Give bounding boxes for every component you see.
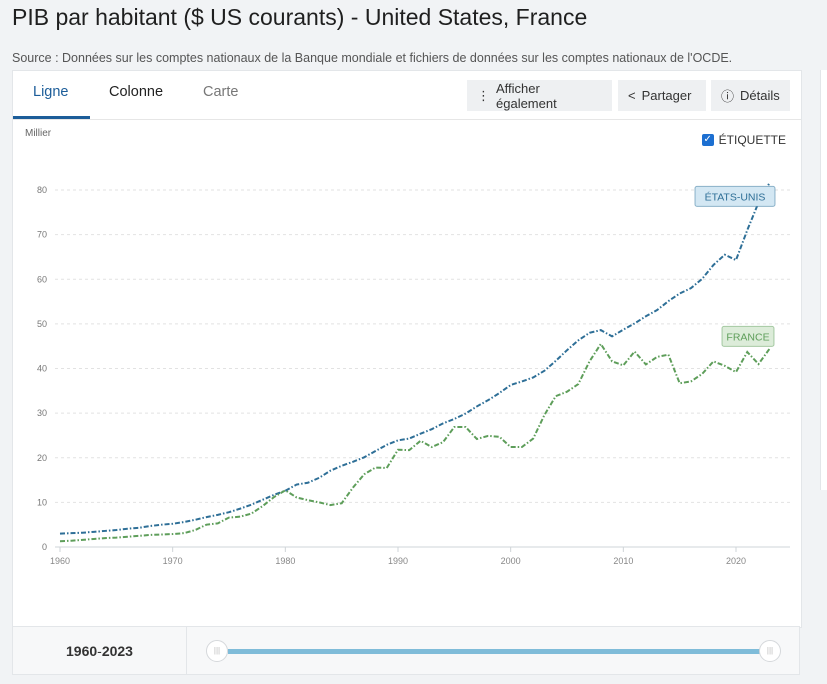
series-label-box: [694, 185, 776, 207]
line-chart: 0 10 20 30 40 50 60 70 80 1960 1970 1980 1990 2000 201…: [37, 181, 790, 566]
x-tick-label: 1960: [50, 556, 70, 566]
y-tick-label: 20: [37, 453, 47, 463]
show-also-label: Afficher également: [496, 80, 557, 111]
x-tick-label: 2000: [501, 556, 521, 566]
series-label: FRANCE: [726, 331, 769, 343]
range-sep: -: [97, 642, 102, 659]
y-axis-unit: Millier: [25, 128, 52, 139]
share-button[interactable]: < Partager: [618, 80, 706, 111]
y-tick-label: 30: [37, 408, 47, 418]
y-tick-label: 40: [37, 364, 47, 374]
range-slider-track[interactable]: [228, 649, 773, 654]
x-tick-label: 1990: [388, 556, 408, 566]
range-start: 1960: [66, 642, 98, 659]
y-tick-label: 0: [42, 542, 47, 552]
tab-carte[interactable]: Carte: [203, 84, 239, 100]
share-label: Partager: [641, 88, 692, 103]
range-slider-start-handle[interactable]: |||: [206, 640, 228, 662]
range-slider-end-handle[interactable]: |||: [759, 640, 781, 662]
info-icon: ⓘ: [721, 89, 735, 104]
year-range: 1960 - 2023: [13, 627, 187, 674]
x-tick-label: 1970: [163, 556, 183, 566]
more-vertical-icon: ⋮: [477, 87, 490, 103]
details-label: Détails: [740, 88, 780, 103]
chart-card: Ligne Colonne Carte ⋮ Afficher également …: [12, 70, 802, 628]
series-label: ÉTATS-UNIS: [705, 190, 766, 203]
share-icon: <: [628, 88, 636, 103]
label-toggle-text: ÉTIQUETTE: [718, 133, 786, 147]
series-label-box: [721, 325, 775, 347]
active-tab-indicator: [13, 116, 90, 119]
range-end: 2023: [101, 642, 133, 659]
checkbox-checked-icon[interactable]: ✓: [701, 134, 714, 146]
source-note: Source : Données sur les comptes nationa…: [12, 51, 733, 65]
show-also-button[interactable]: ⋮ Afficher également: [467, 80, 612, 111]
x-tick-label: 2020: [726, 556, 746, 566]
x-tick-label: 1980: [275, 556, 295, 566]
series-line-france: [59, 342, 771, 543]
details-button[interactable]: ⓘ Détails: [711, 80, 790, 111]
x-tick-label: 2010: [613, 556, 633, 566]
range-footer: 1960 - 2023 ||| |||: [12, 626, 800, 675]
tab-ligne[interactable]: Ligne: [33, 84, 69, 100]
label-toggle[interactable]: ✓ ÉTIQUETTE: [701, 133, 786, 147]
y-tick-label: 50: [37, 319, 47, 329]
tab-bar: Ligne Colonne Carte ⋮ Afficher également …: [13, 71, 801, 120]
tab-colonne[interactable]: Colonne: [109, 84, 164, 100]
series-line-us: [59, 181, 771, 535]
side-panel: [820, 70, 827, 490]
page-title: PIB par habitant ($ US courants) - Unite…: [12, 4, 588, 30]
y-tick-label: 70: [37, 230, 47, 240]
y-tick-label: 10: [37, 497, 47, 507]
y-tick-label: 60: [37, 274, 47, 284]
y-tick-label: 80: [37, 185, 47, 195]
